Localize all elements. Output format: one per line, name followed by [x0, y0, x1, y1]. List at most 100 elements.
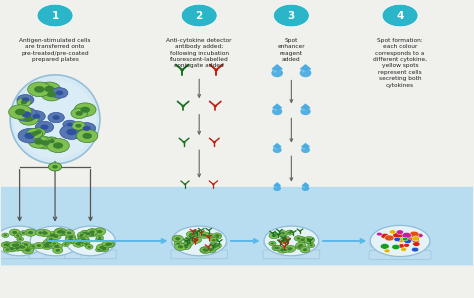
- Circle shape: [98, 249, 100, 251]
- Circle shape: [36, 121, 54, 133]
- Circle shape: [61, 231, 65, 234]
- Circle shape: [66, 129, 77, 135]
- Circle shape: [99, 245, 109, 252]
- Circle shape: [205, 233, 213, 238]
- Circle shape: [181, 242, 191, 249]
- Circle shape: [31, 245, 35, 248]
- Circle shape: [96, 235, 103, 240]
- Circle shape: [190, 230, 200, 236]
- Circle shape: [214, 235, 221, 239]
- Circle shape: [69, 235, 73, 238]
- Circle shape: [397, 238, 405, 243]
- Circle shape: [47, 139, 69, 153]
- Circle shape: [219, 241, 220, 242]
- Circle shape: [57, 231, 61, 233]
- Circle shape: [280, 242, 282, 243]
- Circle shape: [392, 244, 400, 249]
- Circle shape: [83, 239, 90, 244]
- Circle shape: [5, 243, 9, 246]
- Circle shape: [178, 245, 183, 249]
- Circle shape: [45, 244, 50, 247]
- Circle shape: [79, 235, 82, 237]
- Ellipse shape: [302, 186, 310, 191]
- Circle shape: [172, 235, 183, 242]
- Circle shape: [396, 230, 403, 234]
- Circle shape: [412, 239, 419, 243]
- Ellipse shape: [172, 235, 227, 252]
- Circle shape: [215, 235, 219, 237]
- Circle shape: [296, 242, 306, 249]
- Ellipse shape: [172, 226, 227, 256]
- Polygon shape: [273, 144, 281, 147]
- Circle shape: [98, 237, 101, 239]
- Circle shape: [42, 243, 49, 247]
- Circle shape: [96, 244, 107, 251]
- Ellipse shape: [274, 148, 277, 150]
- Circle shape: [287, 240, 288, 241]
- Circle shape: [300, 246, 310, 253]
- Circle shape: [31, 131, 38, 136]
- Circle shape: [202, 249, 206, 251]
- Ellipse shape: [301, 147, 310, 153]
- Circle shape: [54, 235, 58, 238]
- Circle shape: [412, 236, 420, 241]
- Circle shape: [36, 137, 55, 149]
- Circle shape: [58, 229, 68, 236]
- Circle shape: [85, 245, 93, 249]
- FancyBboxPatch shape: [29, 250, 81, 259]
- Circle shape: [298, 237, 308, 243]
- Circle shape: [213, 243, 221, 248]
- Ellipse shape: [303, 186, 305, 188]
- Circle shape: [2, 242, 12, 248]
- Circle shape: [84, 243, 88, 245]
- Circle shape: [88, 232, 97, 237]
- Circle shape: [97, 230, 102, 233]
- Circle shape: [62, 242, 69, 246]
- Circle shape: [41, 230, 48, 234]
- Circle shape: [297, 237, 301, 240]
- Circle shape: [283, 246, 285, 247]
- Circle shape: [2, 233, 9, 238]
- Circle shape: [389, 230, 396, 234]
- Circle shape: [3, 247, 12, 252]
- Circle shape: [281, 247, 290, 252]
- Circle shape: [48, 139, 55, 143]
- Circle shape: [48, 112, 64, 123]
- Circle shape: [22, 97, 29, 102]
- Circle shape: [77, 232, 86, 238]
- Circle shape: [184, 244, 189, 247]
- Circle shape: [19, 113, 39, 125]
- Circle shape: [192, 232, 197, 235]
- Circle shape: [207, 235, 211, 237]
- Ellipse shape: [370, 235, 430, 252]
- Circle shape: [376, 232, 382, 236]
- Circle shape: [38, 82, 60, 96]
- Circle shape: [15, 109, 25, 115]
- Circle shape: [96, 248, 102, 252]
- Circle shape: [21, 100, 27, 104]
- Circle shape: [27, 111, 46, 122]
- Circle shape: [67, 232, 72, 235]
- Circle shape: [64, 230, 74, 236]
- Circle shape: [398, 238, 404, 242]
- Circle shape: [282, 239, 286, 242]
- Circle shape: [54, 229, 64, 235]
- Circle shape: [51, 88, 68, 98]
- Ellipse shape: [275, 186, 277, 188]
- Circle shape: [274, 247, 278, 249]
- Circle shape: [277, 246, 288, 253]
- Polygon shape: [273, 104, 282, 108]
- Circle shape: [66, 235, 75, 240]
- Ellipse shape: [272, 108, 283, 115]
- Circle shape: [192, 231, 194, 232]
- Circle shape: [21, 241, 31, 248]
- Circle shape: [280, 242, 281, 243]
- Circle shape: [12, 231, 17, 234]
- Circle shape: [279, 231, 280, 232]
- Circle shape: [184, 238, 192, 243]
- Circle shape: [282, 238, 283, 239]
- Circle shape: [45, 137, 58, 146]
- Circle shape: [37, 4, 73, 27]
- Circle shape: [65, 237, 76, 244]
- Circle shape: [272, 245, 281, 251]
